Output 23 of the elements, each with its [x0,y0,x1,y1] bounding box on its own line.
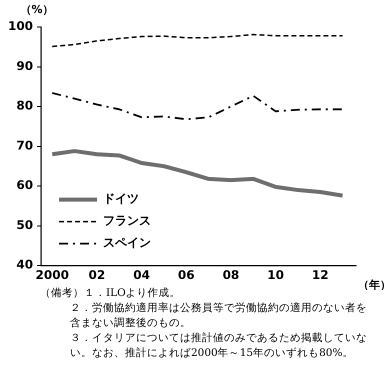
y-tick-label: 40 [16,258,34,272]
y-tick-label: 100 [8,19,34,34]
legend-label: ドイツ [103,192,140,206]
x-tick-label: 12 [312,268,329,282]
x-tick-label: 04 [133,268,150,282]
legend-label: スペイン [103,236,152,250]
x-tick-label: 10 [267,268,284,282]
y-axis-title: （%） [20,2,54,16]
y-tick-label: 60 [16,178,34,192]
y-tick-label: 90 [16,58,34,73]
line-series [51,92,344,120]
text: （備考）１．ILOより作成。 [40,287,181,299]
y-tick-label: 70 [16,138,34,152]
y-tick-label: 80 [16,98,34,113]
x-tick-label: 06 [178,268,195,282]
text: ３．イタリアについては推計値のみであるため掲載していない。なお、推計によれば2000年～15年のいずれも80%。 [70,331,368,361]
x-tick-label: 02 [88,268,106,282]
x-tick-label: 2000 [36,268,69,282]
x-tick-label: 08 [222,268,240,282]
legend-label: フランス [103,214,152,228]
y-tick-label: 50 [16,218,34,232]
line-series [51,34,344,48]
text: ２．労働協約適用率は公務員等で労働協約の適用のない者を含まない調整後のもの。 [70,301,368,331]
